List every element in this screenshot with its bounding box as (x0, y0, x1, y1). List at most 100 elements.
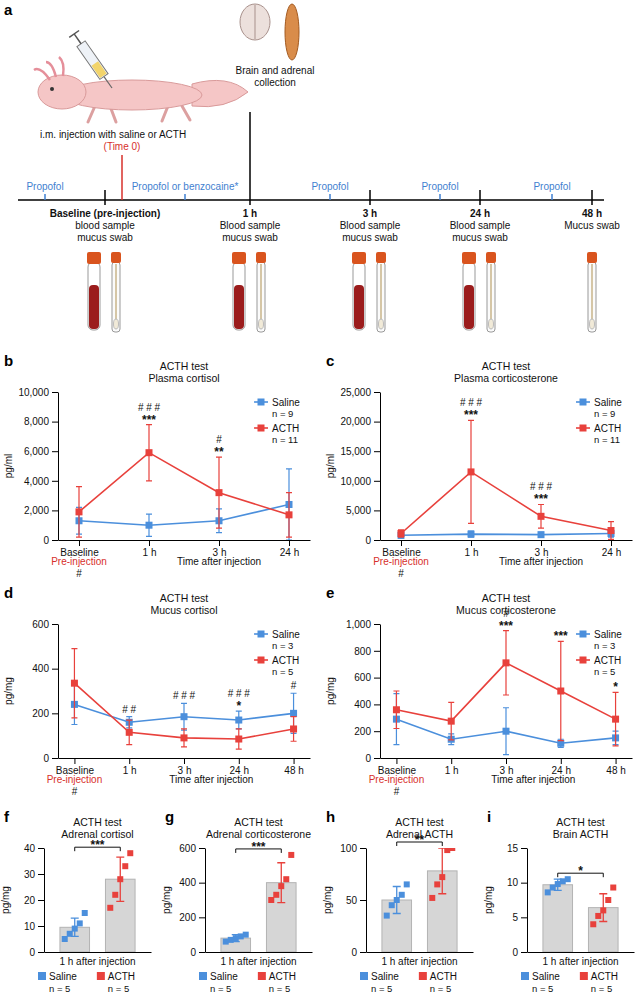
data-point (384, 913, 390, 919)
y-tick: 20,000 (340, 416, 380, 427)
time-zero-label: (Time 0) (104, 141, 141, 152)
y-axis-title: pg/ml (3, 454, 14, 478)
timepoint-tick (591, 190, 593, 205)
panel-letter: h (326, 808, 335, 825)
legend-label: ACTH (272, 655, 299, 666)
y-tick-label: 10 (507, 877, 519, 888)
anesthesia-tick (551, 194, 553, 200)
data-point (62, 936, 68, 942)
y-tick: 6,000 (24, 446, 58, 457)
chart-subtitle: Plasma corticosterone (454, 372, 558, 384)
y-tick-label: 200 (179, 912, 196, 923)
significance-hashes: # # # (460, 397, 483, 408)
swab-stick (490, 264, 492, 322)
y-tick: 0 (43, 535, 58, 546)
y-axis: 050100 (340, 843, 366, 958)
x-tick-mark (289, 540, 290, 546)
significance-stars: *** (90, 838, 104, 852)
legend-n: n = 5 (591, 983, 612, 994)
y-tick-mark (199, 848, 205, 849)
data-point (181, 734, 188, 741)
plot-area (393, 631, 619, 755)
data-point (278, 883, 284, 889)
y-tick-label: 15 (507, 843, 519, 854)
error-bar (393, 886, 401, 913)
swab-stick (591, 264, 593, 322)
panel-letter: f (4, 808, 10, 825)
tube-body (463, 262, 475, 330)
significance-stars: *** (534, 492, 548, 506)
error-bar (181, 729, 187, 747)
data-point (235, 736, 242, 743)
data-point (146, 449, 153, 456)
error-bar (398, 530, 404, 537)
data-point (290, 710, 297, 717)
significance-hashes: # (503, 608, 509, 619)
category-note: Pre-injection (47, 774, 103, 785)
x-tick-mark (506, 758, 507, 764)
x-tick-mark (471, 540, 472, 546)
syringe (69, 30, 117, 91)
y-tick-mark (199, 917, 205, 918)
error-bar (613, 692, 619, 746)
syringe-liquid (92, 61, 107, 78)
significance-stars: * (236, 699, 241, 713)
chart-title: ACTH test (160, 360, 209, 372)
tube-body (233, 262, 245, 330)
axolotl-gill (46, 62, 56, 77)
x-tick-mark (451, 758, 452, 764)
y-tick-mark (52, 481, 58, 482)
timepoint-label: Baseline (pre-injection) (50, 208, 161, 219)
data-point (434, 881, 440, 887)
swab-tip (114, 319, 119, 329)
sample-label: mucus swab (77, 232, 133, 243)
tube-body (487, 262, 495, 332)
anesthesia-tick (439, 194, 441, 200)
y-tick-mark (52, 540, 58, 541)
injection-label: i.m. injection with saline or ACTH (40, 129, 186, 140)
series (76, 469, 293, 540)
y-tick-mark (521, 917, 527, 918)
y-tick: 800 (354, 646, 380, 657)
y-tick-mark (52, 624, 58, 625)
significance-stars: ** (214, 445, 224, 459)
legend-marker (258, 631, 265, 638)
swab-tip (259, 319, 264, 329)
x-tick-mark (541, 540, 542, 546)
data-point (503, 728, 510, 735)
legend-n: n = 5 (430, 983, 451, 994)
axolotl-illustration (34, 57, 248, 122)
legend: Salinen = 3ACTHn = 5 (254, 629, 300, 677)
x-tick: 1 h (143, 540, 157, 558)
tube-cap (376, 252, 386, 263)
category-mark: # (398, 568, 404, 579)
data-point (235, 717, 242, 724)
data-point (243, 932, 249, 938)
legend-label: Saline (272, 397, 300, 408)
axolotl-gill (59, 57, 64, 76)
legend-marker (580, 399, 587, 406)
data-point (449, 848, 455, 851)
sample-label: Mucus swab (564, 220, 620, 231)
y-tick-mark (52, 510, 58, 511)
y-tick-label: 1,000 (346, 619, 371, 630)
y-tick-label: 15,000 (340, 446, 371, 457)
significance-hashes: # (216, 434, 222, 445)
y-tick: 10,000 (340, 476, 380, 487)
data-point (439, 874, 445, 880)
y-tick-label: 400 (32, 663, 49, 674)
y-tick: 400 (354, 699, 380, 710)
y-tick-mark (38, 848, 44, 849)
sample-label: mucus swab (342, 232, 398, 243)
y-tick-label: 600 (32, 619, 49, 630)
y-axis-line (380, 393, 381, 541)
legend-label: Saline (594, 397, 622, 408)
series (71, 684, 297, 733)
bar (543, 885, 573, 952)
error-bar (146, 425, 152, 481)
data-point (127, 850, 133, 856)
y-tick: 200 (32, 708, 58, 719)
x-axis-line (367, 952, 474, 953)
error-bar (146, 514, 152, 536)
y-tick-mark (374, 422, 380, 423)
